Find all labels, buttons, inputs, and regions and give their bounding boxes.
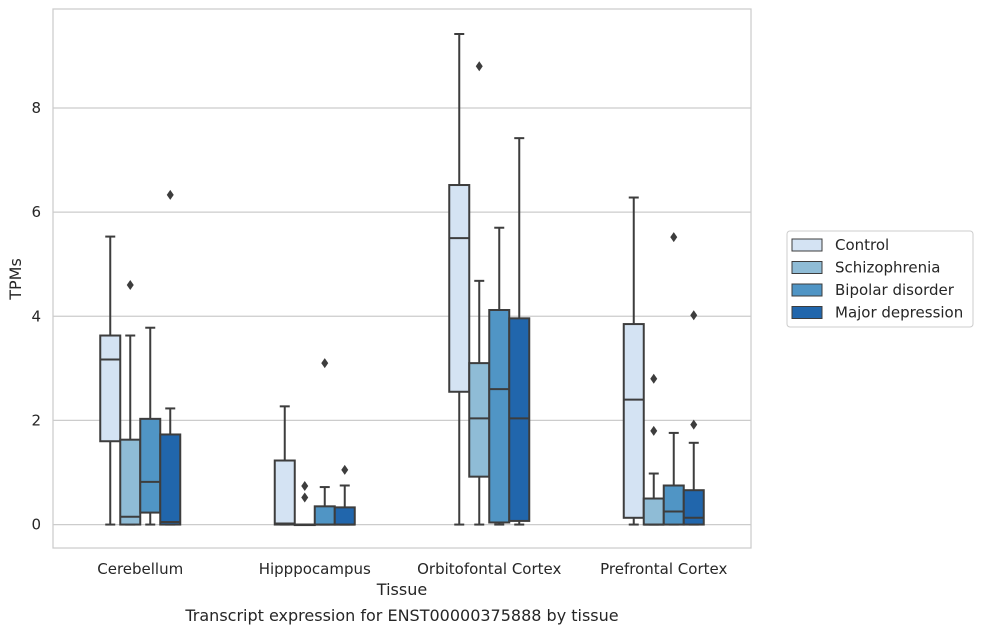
box-major-depression (333, 464, 356, 526)
x-tick-label: Hipppocampus (259, 560, 371, 578)
legend-label: Control (835, 236, 889, 254)
outlier-marker (690, 310, 698, 321)
box-control (273, 405, 296, 526)
box-bipolar-disorder (139, 326, 162, 526)
box-control (622, 196, 645, 526)
legend-label: Bipolar disorder (835, 281, 955, 299)
legend: Control Schizophrenia Bipolar disorder Majo… (786, 230, 974, 328)
y-tick-labels: 0 2 4 6 8 (31, 99, 41, 534)
box-body (139, 417, 162, 514)
x-tick-label: Prefrontal Cortex (600, 560, 727, 578)
outlier-marker (166, 189, 174, 200)
legend-label: Major depression (835, 304, 963, 322)
outlier-marker (126, 280, 134, 291)
x-axis-label: Tissue (376, 580, 427, 599)
box-control (99, 235, 122, 526)
outlier-marker (650, 425, 658, 436)
box-schizophrenia (293, 481, 316, 527)
legend-label: Schizophrenia (835, 259, 940, 277)
box-body (662, 484, 685, 526)
legend-swatch (791, 238, 823, 252)
x-tick-labels: Cerebellum Hipppocampus Orbitofontal Corte… (97, 560, 727, 578)
legend-swatch (791, 283, 823, 297)
box-body (448, 184, 471, 393)
y-tick-label: 6 (31, 203, 41, 221)
outlier-marker (650, 373, 658, 384)
box-body (642, 497, 665, 526)
y-tick-label: 8 (31, 99, 41, 117)
outlier-marker (301, 481, 309, 492)
box-body (622, 323, 645, 519)
box-body (468, 362, 491, 478)
box-body (682, 489, 705, 526)
outlier-marker (475, 61, 483, 72)
outlier-marker (301, 492, 309, 503)
box-body (119, 438, 142, 526)
outlier-marker (341, 464, 349, 475)
box-body (99, 334, 122, 443)
legend-frame (786, 230, 974, 328)
x-tick-label: Orbitofontal Cortex (417, 560, 561, 578)
box-schizophrenia (468, 61, 491, 526)
box-schizophrenia (642, 373, 665, 526)
box-bipolar-disorder (662, 232, 685, 526)
outlier-marker (321, 358, 329, 369)
box-body (273, 459, 296, 526)
box-major-depression (159, 189, 182, 526)
x-tick-label: Cerebellum (97, 560, 183, 578)
legend-swatch (791, 306, 823, 319)
y-axis-label: TPMs (6, 258, 25, 301)
box-body (159, 433, 182, 526)
box-bipolar-disorder (488, 226, 511, 526)
box-body (333, 506, 356, 526)
legend-swatch (791, 261, 823, 274)
box-body (508, 317, 531, 522)
box-plots (99, 32, 705, 527)
y-tick-label: 4 (31, 307, 41, 325)
box-body (488, 309, 511, 524)
box-major-depression (682, 310, 705, 526)
box-body (313, 505, 336, 526)
outlier-marker (670, 232, 678, 243)
outlier-marker (690, 419, 698, 430)
chart-caption: Transcript expression for ENST0000037588… (185, 606, 619, 625)
box-bipolar-disorder (313, 358, 336, 526)
y-tick-label: 0 (31, 516, 41, 534)
plot-frame (52, 8, 752, 549)
y-tick-label: 2 (31, 411, 41, 429)
box-control (448, 32, 471, 526)
box-major-depression (508, 137, 531, 526)
